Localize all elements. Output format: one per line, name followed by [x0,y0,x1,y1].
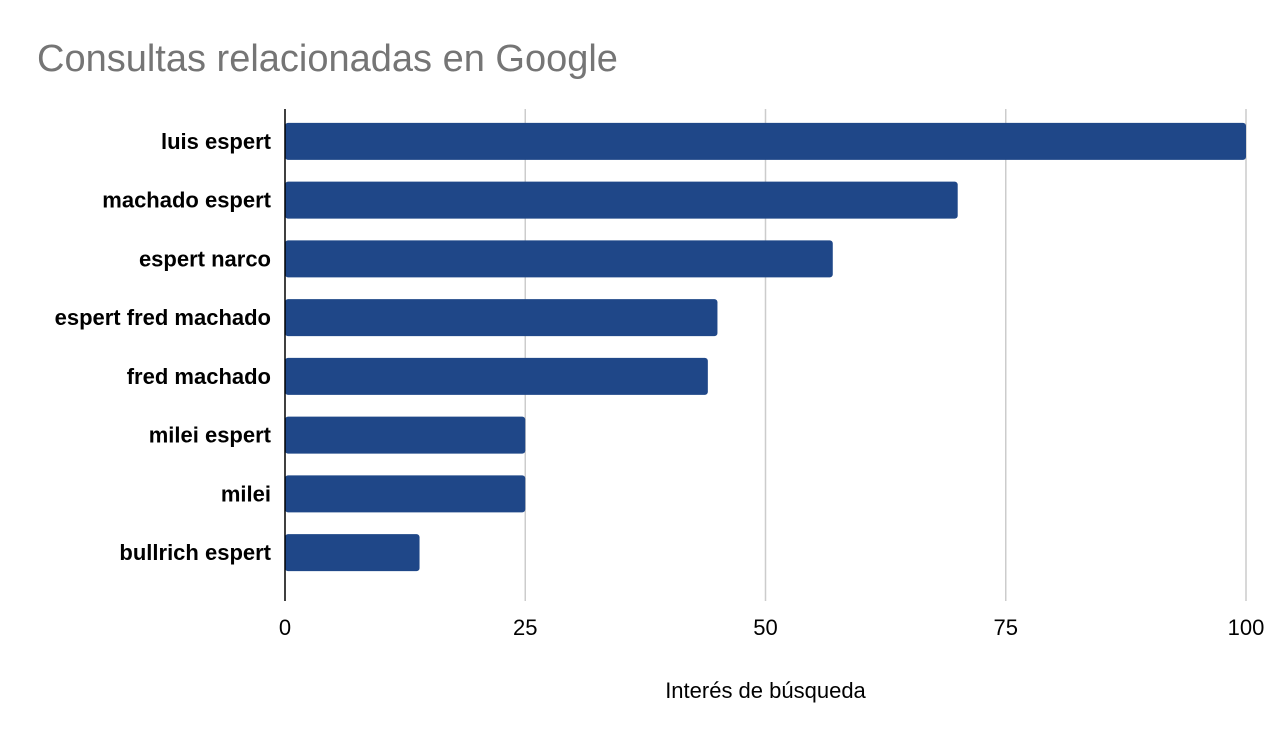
category-label: milei espert [149,423,272,448]
category-label: espert narco [139,246,271,271]
bar [285,181,958,219]
bar [285,534,420,572]
x-axis-title: Interés de búsqueda [665,678,866,703]
bar [285,299,718,337]
x-tick-label: 25 [513,615,537,640]
category-label: espert fred machado [55,305,271,330]
bar [285,122,1246,160]
category-label: milei [221,481,271,506]
category-label: fred machado [127,364,271,389]
x-tick-label: 100 [1228,615,1265,640]
x-tick-label: 0 [279,615,291,640]
x-tick-label: 75 [994,615,1018,640]
bar [285,475,526,513]
x-tick-labels: 0 25 50 75 100 [279,615,1264,640]
chart-title: Consultas relacionadas en Google [37,38,618,80]
category-label: bullrich espert [119,540,271,565]
category-labels: luis espert machado espert espert narco esp… [55,129,272,565]
x-tick-label: 50 [753,615,777,640]
bar [285,240,833,278]
category-label: luis espert [161,129,272,154]
bar [285,357,708,395]
category-label: machado espert [102,188,271,213]
bars [285,122,1246,572]
bar [285,416,526,454]
